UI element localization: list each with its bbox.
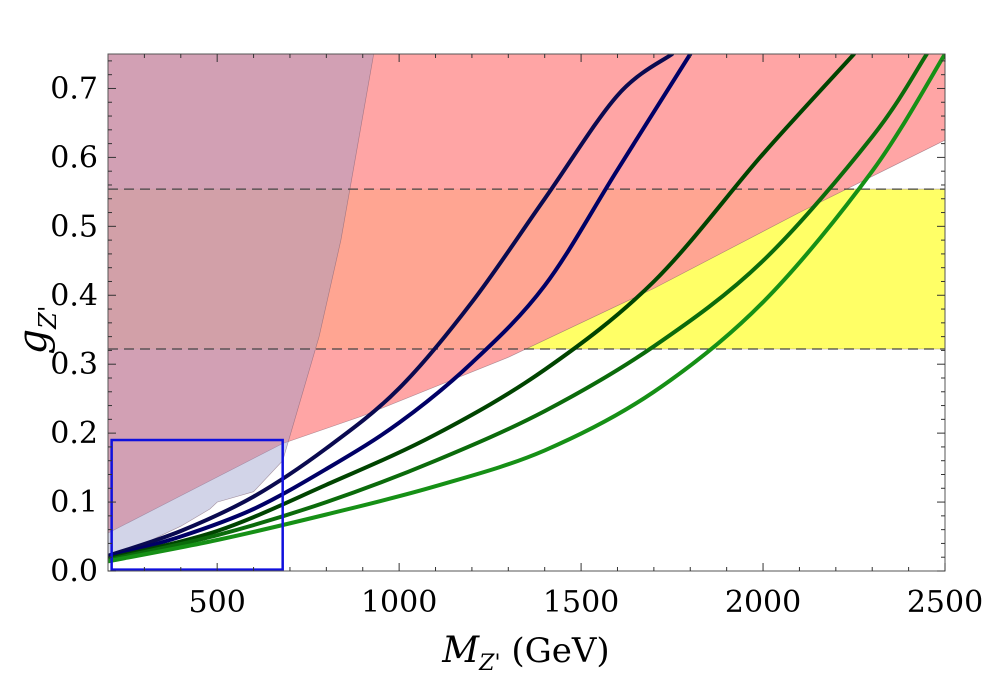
- x-tick-label: 1500: [543, 585, 619, 620]
- x-tick-label: 2000: [725, 585, 801, 620]
- y-tick-label: 0.3: [50, 347, 98, 382]
- x-axis-label-unit: (GeV): [501, 631, 610, 671]
- series-curve-1: [108, 54, 675, 558]
- zoom-box: [110, 438, 284, 571]
- x-tick-label: 2500: [907, 585, 983, 620]
- y-tick-label: 0.7: [50, 71, 98, 106]
- y-tick-label: 0.6: [50, 140, 98, 175]
- series-curves: [108, 54, 945, 564]
- y-axis-label-sub: Z': [34, 306, 62, 330]
- y-tick-label: 0.1: [50, 485, 98, 520]
- y-tick-label: 0.0: [50, 554, 98, 589]
- axis-ticks: [108, 54, 946, 572]
- x-axis-label-main: M: [441, 630, 480, 671]
- x-axis-label-sub: Z': [478, 651, 500, 675]
- x-tick-label: 500: [189, 585, 246, 620]
- series-curve-4: [108, 54, 929, 562]
- plot-frame: [107, 53, 946, 572]
- series-curve-2: [108, 54, 693, 560]
- x-axis-label: MZ' (GeV): [441, 630, 609, 675]
- tick-labels: 500 1000 1500 2000 2500 0.0 0.1 0.2 0.3 0.4 0.5 0.6…: [50, 71, 983, 620]
- excluded-regions: [108, 54, 945, 558]
- y-tick-label: 0.5: [50, 209, 98, 244]
- y-axis-label-main: g: [10, 329, 56, 355]
- series-curve-3: [108, 54, 856, 561]
- y-axis-label: gZ': [10, 306, 62, 355]
- y-tick-label: 0.4: [50, 278, 98, 313]
- x-tick-label: 1000: [361, 585, 437, 620]
- y-tick-label: 0.2: [50, 416, 98, 451]
- series-curve-5: [108, 54, 945, 564]
- dashed-reference-lines: [108, 188, 945, 350]
- region-red-excluded: [108, 54, 945, 534]
